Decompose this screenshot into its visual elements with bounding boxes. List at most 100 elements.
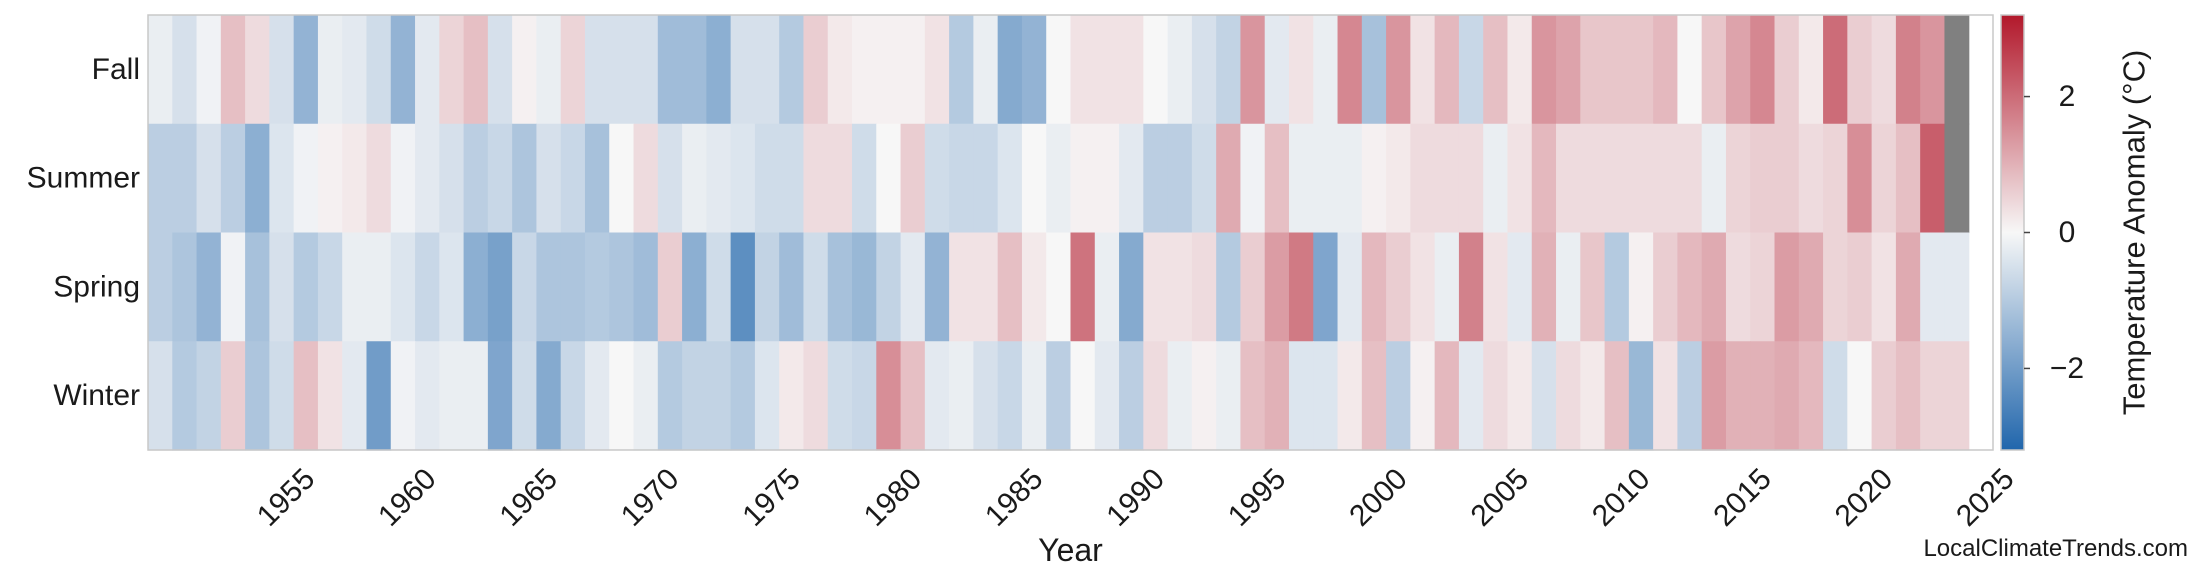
heatmap-cell-fall-1984 [997,15,1023,125]
heatmap-cell-fall-1950 [172,15,198,125]
heatmap-cell-fall-1953 [245,15,270,125]
heatmap-cell-fall-1964 [512,15,538,125]
heatmap-cell-winter-1985 [1021,341,1047,451]
heatmap-cell-summer-2021 [1895,123,1921,234]
heatmap-cell-fall-2016 [1774,15,1800,125]
heatmap-cell-spring-1981 [924,232,950,342]
heatmap-cell-fall-1994 [1240,15,1266,125]
heatmap-cell-winter-1982 [949,341,974,451]
heatmap-cell-fall-1969 [633,15,659,125]
heatmap-cell-summer-1972 [706,123,732,234]
heatmap-cell-fall-2006 [1531,15,1557,125]
plot-frame [147,14,1994,451]
colorbar-ticks: 2 0 −2 [2024,80,2084,385]
x-tick-1990: 1990 [1100,462,1171,533]
heatmap-cell-summer-1991 [1167,123,1193,234]
heatmap-cell-winter-1978 [852,341,877,451]
heatmap-cell-spring-2012 [1677,232,1703,342]
heatmap-cell-spring-1960 [415,232,440,342]
heatmap-cell-spring-2001 [1410,232,1436,342]
heatmap-cell-summer-2012 [1677,123,1703,234]
heatmap-cell-fall-2019 [1847,15,1873,125]
heatmap-cell-fall-1986 [1046,15,1072,125]
heatmap-cell-summer-2011 [1653,123,1679,234]
heatmap-cell-summer-2016 [1774,123,1800,234]
x-tick-labels: 1955 1960 1965 1970 1975 1980 1985 1990 1995 2000… [251,462,2021,533]
heatmap-cell-spring-1952 [220,232,246,342]
heatmap-cell-summer-1986 [1046,123,1072,234]
heatmap-cell-winter-1983 [973,341,999,451]
heatmap-cell-summer-2019 [1847,123,1873,234]
heatmap-cell-spring-1954 [269,232,295,342]
heatmap-cell-summer-1962 [463,123,489,234]
heatmap-cell-spring-1949 [148,232,173,342]
heatmap-cell-fall-1960 [415,15,440,125]
heatmap-cell-summer-1953 [245,123,270,234]
heatmap-cell-fall-1972 [706,15,732,125]
heatmap-cell-fall-1961 [439,15,465,125]
heatmap-cell-spring-1978 [852,232,877,342]
heatmap-cell-spring-1979 [876,232,902,342]
heatmap-cell-summer-1984 [997,123,1023,234]
heatmap-cell-spring-1987 [1070,232,1096,342]
heatmap-cell-spring-1995 [1264,232,1290,342]
heatmap-cell-winter-1988 [1094,341,1120,451]
heatmap-cell-fall-2003 [1458,15,1484,125]
heatmap-cell-summer-1990 [1143,123,1169,234]
heatmap-cell-fall-2022 [1920,15,1946,125]
heatmap-cell-summer-2002 [1434,123,1460,234]
heatmap-cell-spring-1986 [1046,232,1072,342]
heatmap-cell-winter-1949 [148,341,173,451]
heatmap-cell-winter-2017 [1798,341,1824,451]
heatmap-cell-spring-1955 [293,232,319,342]
heatmap-cell-spring-1980 [900,232,926,342]
heatmap-cell-fall-1997 [1313,15,1339,125]
heatmap-cell-summer-1969 [633,123,659,234]
watermark: LocalClimateTrends.com [1923,535,2188,562]
x-tick-2020: 2020 [1829,462,1900,533]
heatmap-cell-winter-1991 [1167,341,1193,451]
heatmap-cell-summer-1956 [317,123,343,234]
heatmap-cell-winter-1963 [487,341,513,451]
heatmap-cell-fall-2018 [1823,15,1848,125]
heatmap-cell-fall-2005 [1507,15,1533,125]
heatmap-cell-winter-1993 [1216,341,1242,451]
heatmap-cell-winter-2018 [1823,341,1848,451]
heatmap-cell-spring-2008 [1580,232,1606,342]
heatmap-cell-fall-1977 [827,15,853,125]
heatmap-cell-fall-2023 [1944,15,1970,125]
heatmap-cell-winter-1980 [900,341,926,451]
heatmap-cell-winter-1973 [730,341,756,451]
heatmap-cell-fall-2007 [1556,15,1581,125]
heatmap-cell-winter-2008 [1580,341,1606,451]
heatmap-cell-summer-1963 [487,123,513,234]
heatmap-cell-winter-2016 [1774,341,1800,451]
heatmap-cell-fall-2009 [1604,15,1630,125]
heatmap-cell-winter-1951 [196,341,222,451]
heatmap-cell-spring-2002 [1434,232,1460,342]
heatmap-cell-fall-1999 [1361,15,1387,125]
heatmap-cell-spring-1962 [463,232,489,342]
heatmap-cell-fall-1966 [560,15,586,125]
heatmap-cell-winter-2011 [1653,341,1679,451]
heatmap-cell-winter-1989 [1119,341,1144,451]
heatmap-cell-spring-1967 [584,232,610,342]
heatmap-cell-spring-2000 [1386,232,1411,342]
heatmap-cell-summer-1971 [682,123,707,234]
heatmap-cell-summer-1981 [924,123,950,234]
colorbar-tick-label: 2 [2059,80,2076,113]
heatmap-cell-summer-1994 [1240,123,1266,234]
heatmap-cell-fall-1989 [1119,15,1144,125]
x-tick-2015: 2015 [1707,462,1778,533]
heatmap-cell-fall-2008 [1580,15,1606,125]
heatmap-cell-spring-2019 [1847,232,1873,342]
x-tick-1985: 1985 [979,462,1050,533]
heatmap-cell-spring-1996 [1288,232,1314,342]
heatmap-cell-winter-2010 [1628,341,1654,451]
heatmap-cell-summer-1998 [1337,123,1363,234]
x-tick-2010: 2010 [1586,462,1657,533]
heatmap-cell-winter-2005 [1507,341,1533,451]
heatmap-cell-winter-1997 [1313,341,1339,451]
heatmap-cell-fall-1973 [730,15,756,125]
